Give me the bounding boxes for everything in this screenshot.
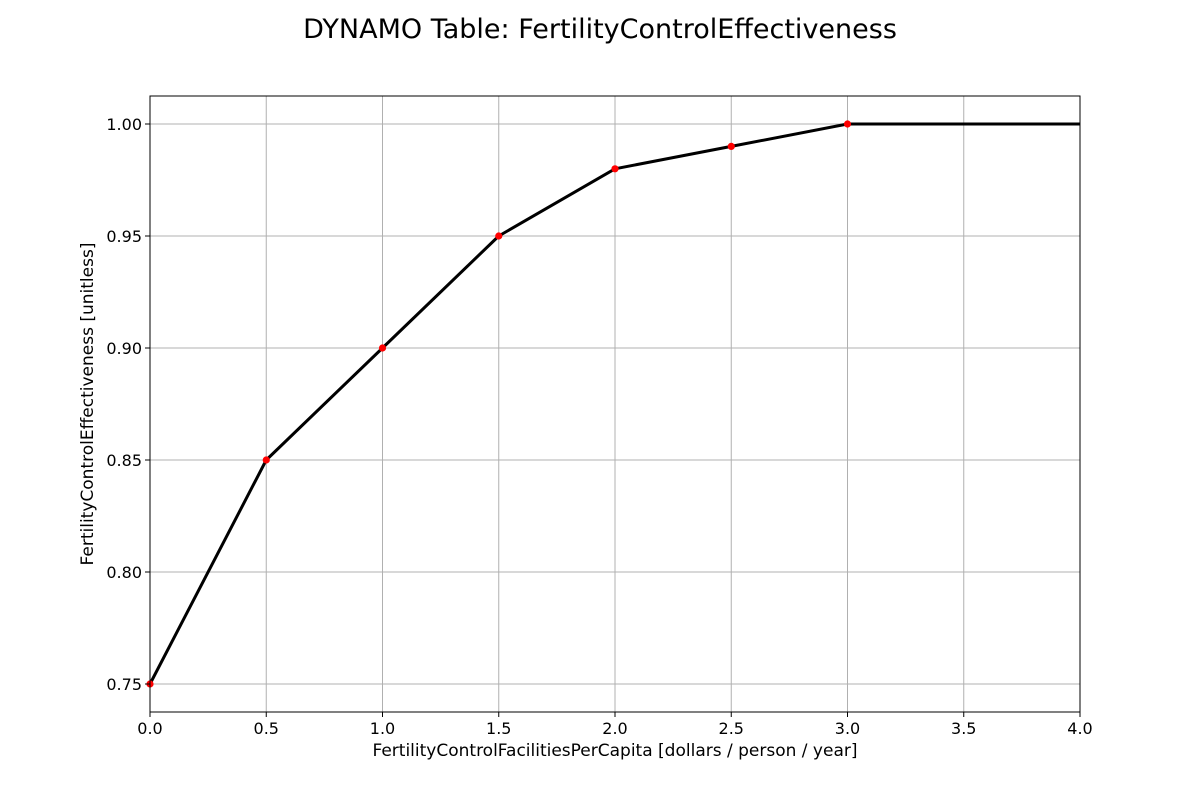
series-line: [148, 122, 1080, 685]
x-tick-labels: 0.0 0.5 1.0 1.5 2.0 2.5 3.0 3.5 4.0: [137, 719, 1092, 738]
data-point: [495, 232, 503, 240]
y-tick-label: 0.85: [106, 451, 142, 470]
ticks: [145, 123, 1081, 717]
x-axis-label: FertilityControlFacilitiesPerCapita [dol…: [373, 741, 858, 761]
y-tick-label: 0.90: [106, 339, 142, 358]
x-tick-label: 3.5: [951, 719, 976, 738]
x-tick-label: 0.0: [137, 719, 162, 738]
series-layer: [148, 122, 1080, 685]
x-tick-label: 1.5: [486, 719, 511, 738]
y-axis-label: FertilityControlEffectiveness [unitless]: [78, 243, 98, 566]
data-point: [843, 120, 852, 128]
grid: [149, 96, 1081, 712]
x-tick-label: 1.0: [370, 719, 395, 738]
data-point: [378, 344, 387, 352]
x-tick-label: 3.0: [835, 719, 860, 738]
x-tick-label: 2.5: [719, 719, 744, 738]
data-point: [262, 456, 270, 464]
y-tick-label: 0.95: [106, 227, 142, 246]
y-tick-label: 0.80: [106, 563, 142, 582]
points-layer: [146, 120, 852, 688]
x-tick-label: 0.5: [254, 719, 279, 738]
data-point: [727, 142, 735, 150]
y-tick-label: 0.75: [106, 675, 142, 694]
y-tick-labels: 0.75 0.80 0.85 0.90 0.95 1.00: [106, 115, 142, 694]
y-tick-label: 1.00: [106, 115, 142, 134]
x-tick-label: 2.0: [602, 719, 627, 738]
x-tick-label: 4.0: [1067, 719, 1092, 738]
data-point: [611, 165, 619, 173]
chart-title: DYNAMO Table: FertilityControlEffectiven…: [303, 14, 897, 45]
